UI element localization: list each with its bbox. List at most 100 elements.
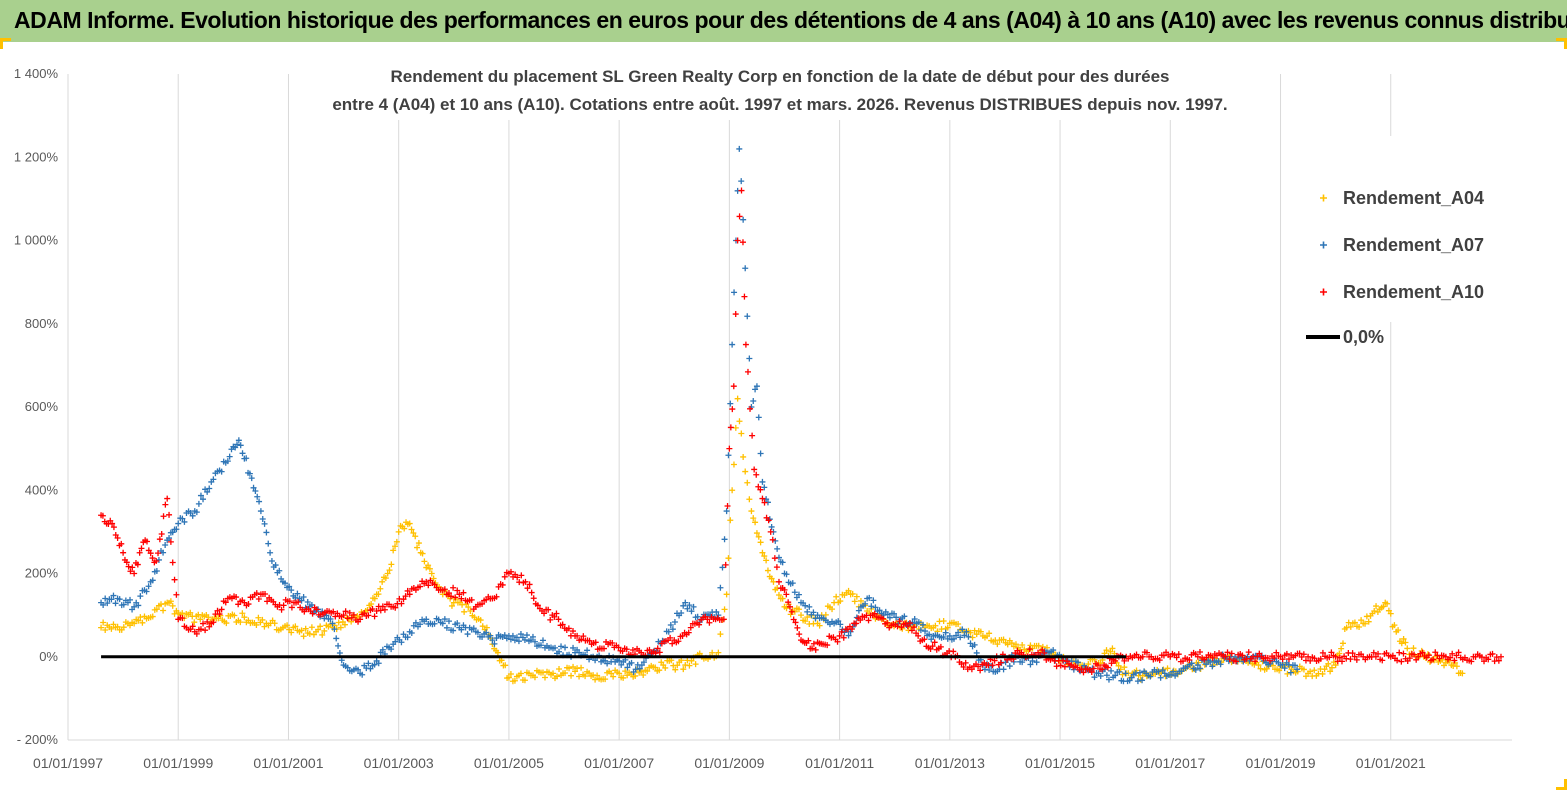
- interp-point: [1224, 649, 1231, 656]
- interp-point: [344, 664, 351, 671]
- interp-point: [193, 630, 200, 637]
- data-point: [439, 620, 446, 627]
- interp-point: [206, 623, 213, 630]
- interp-point: [991, 657, 998, 664]
- interp-point: [545, 606, 552, 613]
- data-point: [798, 612, 805, 619]
- interp-point: [685, 629, 692, 636]
- interp-point: [1402, 639, 1409, 646]
- interp-point: [294, 590, 301, 597]
- interp-point: [742, 468, 749, 475]
- interp-point: [632, 672, 639, 679]
- interp-point: [940, 617, 947, 624]
- interp-point: [431, 620, 438, 627]
- interp-point: [738, 178, 745, 185]
- interp-point: [915, 632, 922, 639]
- interp-point: [167, 538, 174, 545]
- interp-point: [994, 641, 1001, 648]
- interp-point: [408, 629, 415, 636]
- interp-point: [386, 567, 393, 574]
- interp-point: [452, 594, 459, 601]
- interp-point: [741, 293, 748, 300]
- data-point: [853, 620, 860, 627]
- chart-svg: - 200% 0% 200% 400% 600% 800% 1 000% 1 200% 1 40…: [14, 58, 1512, 771]
- interp-point: [788, 608, 795, 615]
- interp-point: [1436, 655, 1443, 662]
- interp-point: [757, 539, 764, 546]
- interp-point: [1026, 646, 1033, 653]
- chart-area: - 200% 0% 200% 400% 600% 800% 1 000% 1 200% 1 40…: [0, 44, 1567, 790]
- interp-point: [155, 556, 162, 563]
- interp-point: [276, 567, 283, 574]
- interp-point: [120, 624, 127, 631]
- interp-point: [623, 646, 630, 653]
- data-point: [767, 528, 774, 535]
- interp-point: [529, 633, 536, 640]
- interp-point: [838, 628, 845, 635]
- interp-point: [1157, 674, 1164, 681]
- interp-point: [417, 583, 424, 590]
- interp-point: [565, 625, 572, 632]
- interp-point: [123, 559, 130, 566]
- legend-label-0-0: 0,0%: [1343, 327, 1384, 347]
- y-tick-label: 200%: [25, 566, 59, 581]
- interp-point: [402, 593, 409, 600]
- interp-point: [149, 613, 156, 620]
- interp-point: [837, 621, 844, 628]
- interp-point: [1196, 649, 1203, 656]
- data-point: [742, 341, 749, 348]
- interp-point: [412, 533, 419, 540]
- interp-point: [997, 659, 1004, 666]
- interp-point: [1039, 646, 1046, 653]
- interp-point: [967, 640, 974, 647]
- interp-point: [158, 531, 165, 538]
- interp-point: [327, 616, 334, 623]
- interp-point: [755, 414, 762, 421]
- interp-point: [1327, 668, 1334, 675]
- grid-layer: [67, 74, 1512, 741]
- interp-point: [474, 629, 481, 636]
- interp-point: [253, 621, 260, 628]
- interp-point: [507, 636, 514, 643]
- interp-point: [810, 609, 817, 616]
- interp-point: [789, 580, 796, 587]
- interp-point: [849, 625, 856, 632]
- data-point: [357, 616, 364, 623]
- interp-point: [153, 568, 160, 575]
- interp-point: [624, 664, 631, 671]
- interp-point: [785, 599, 792, 606]
- interp-point: [944, 624, 951, 631]
- data-point: [114, 623, 121, 630]
- interp-point: [272, 562, 279, 569]
- interp-point: [216, 611, 223, 618]
- interp-point: [280, 602, 287, 609]
- interp-point: [696, 621, 703, 628]
- x-tick-label: 01/01/2021: [1356, 755, 1426, 771]
- interp-point: [562, 669, 569, 676]
- interp-point: [774, 545, 781, 552]
- data-point: [734, 395, 741, 402]
- interp-point: [1291, 662, 1298, 669]
- x-tick-label: 01/01/2007: [584, 755, 654, 771]
- interp-point: [769, 536, 776, 543]
- interp-point: [783, 571, 790, 578]
- interp-point: [610, 673, 617, 680]
- interp-point: [1485, 656, 1492, 663]
- interp-point: [1468, 658, 1475, 665]
- data-point: [1112, 657, 1119, 664]
- interp-point: [477, 617, 484, 624]
- data-point: [665, 628, 672, 635]
- interp-point: [1000, 666, 1007, 673]
- interp-point: [1447, 654, 1454, 661]
- interp-point: [264, 598, 271, 605]
- interp-point: [252, 487, 259, 494]
- interp-point: [763, 557, 770, 564]
- interp-point: [1453, 663, 1460, 670]
- interp-point: [706, 619, 713, 626]
- interp-point: [929, 643, 936, 650]
- interp-point: [336, 650, 343, 657]
- interp-point: [1000, 636, 1007, 643]
- interp-point: [1384, 600, 1391, 607]
- interp-point: [295, 598, 302, 605]
- chart-title-line-2: entre 4 (A04) et 10 ans (A10). Cotations…: [332, 95, 1227, 114]
